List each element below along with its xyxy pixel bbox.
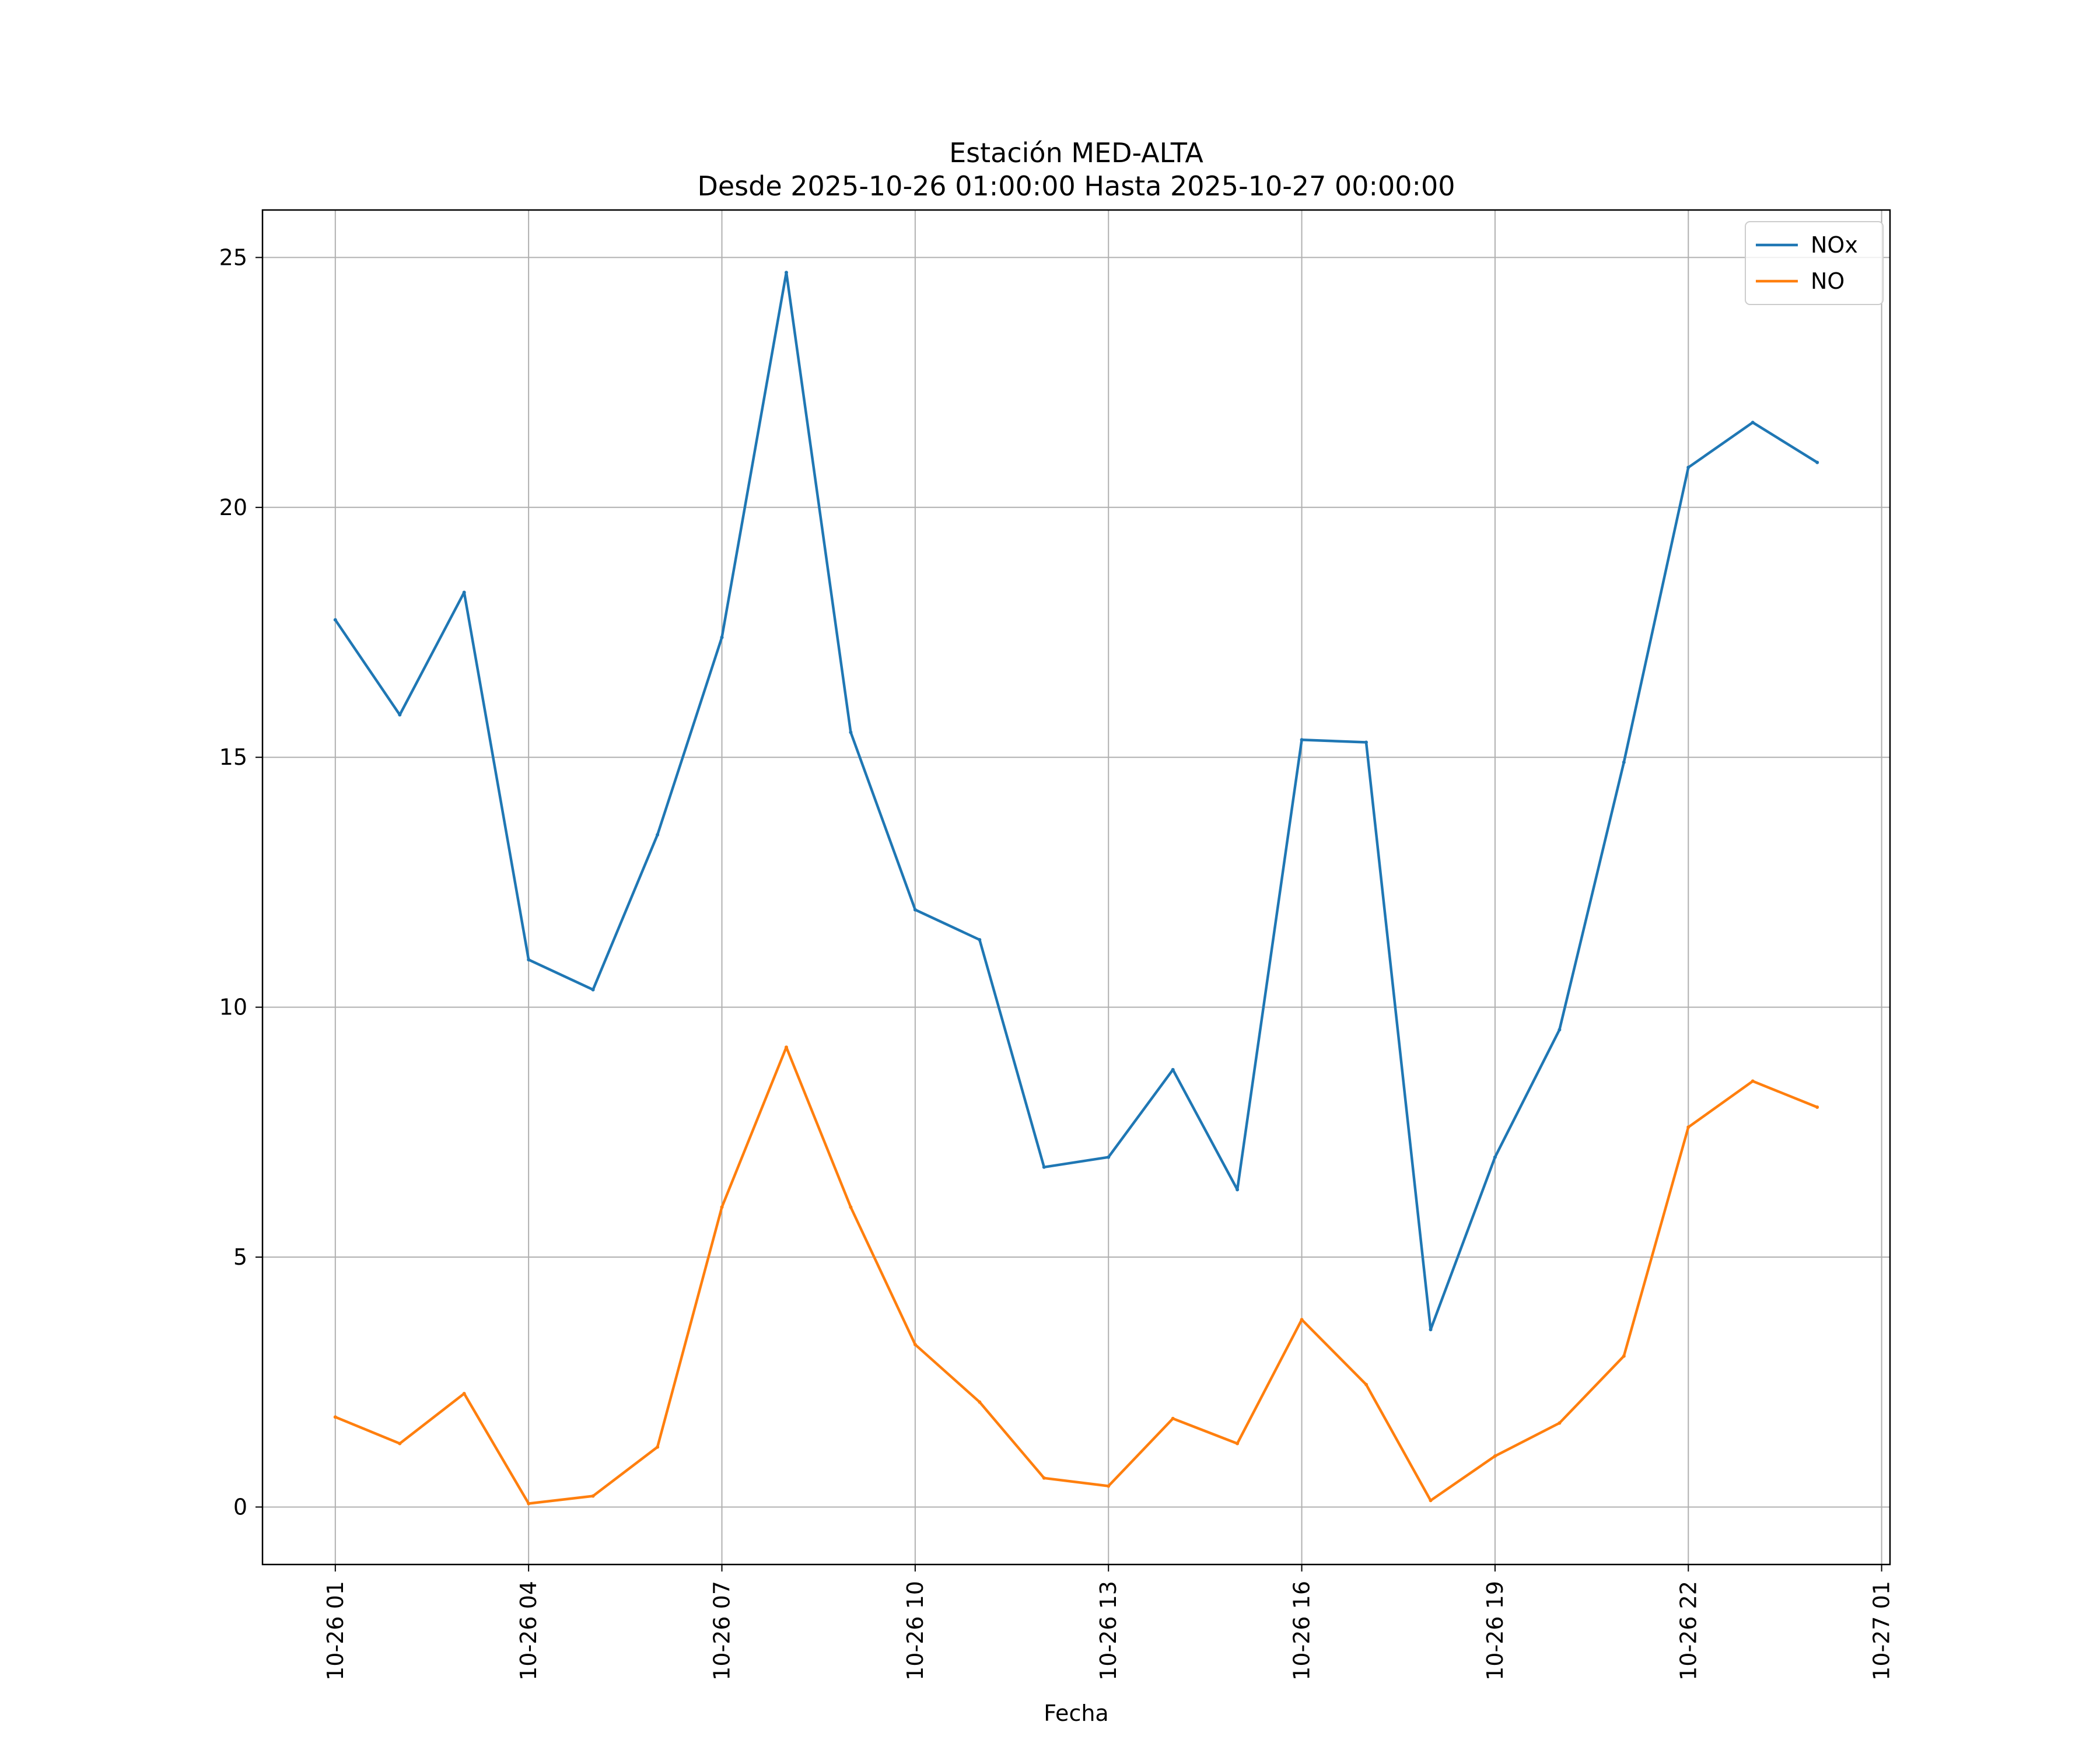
series-line-no [334, 1045, 1819, 1505]
x-tick-label: 10-26 07 [709, 1581, 735, 1681]
data-point-nox [1686, 466, 1690, 470]
y-tick-label: 15 [219, 744, 247, 770]
data-point-nox [1107, 1155, 1111, 1159]
y-tick-label: 25 [219, 244, 247, 270]
data-point-nox [1429, 1328, 1433, 1332]
legend-label-no: NO [1811, 268, 1845, 294]
data-point-no [978, 1400, 982, 1404]
data-point-nox [1042, 1165, 1046, 1169]
x-axis-label: Fecha [1044, 1700, 1108, 1726]
x-tick-label: 10-26 10 [902, 1581, 928, 1681]
data-point-nox [978, 938, 982, 942]
data-point-nox [849, 730, 853, 734]
data-point-nox [1171, 1068, 1175, 1072]
data-point-no [720, 1205, 724, 1209]
data-point-no [785, 1045, 788, 1049]
data-point-no [1171, 1416, 1175, 1420]
chart-title: Estación MED-ALTA [949, 137, 1203, 169]
data-point-nox [462, 590, 466, 594]
data-point-no [1300, 1318, 1304, 1322]
x-tick-label: 10-26 22 [1675, 1581, 1701, 1681]
data-point-no [591, 1494, 595, 1498]
data-point-nox [398, 713, 402, 717]
legend-box [1745, 221, 1884, 305]
axis-ticks: 10-26 01 10-26 04 10-26 07 10-26 10 10-26 13… [219, 244, 1895, 1680]
y-tick-label: 0 [233, 1494, 247, 1520]
data-point-nox [656, 833, 660, 836]
y-tick-label: 10 [219, 995, 247, 1020]
legend: NOx NO [1745, 221, 1884, 305]
x-tick-label: 10-27 01 [1869, 1581, 1895, 1681]
data-point-no [1236, 1441, 1240, 1446]
data-point-no [527, 1502, 531, 1506]
data-point-nox [1622, 760, 1626, 764]
data-point-nox [785, 271, 788, 275]
data-point-no [1493, 1454, 1497, 1458]
data-point-nox [333, 618, 337, 622]
y-tick-label: 20 [219, 495, 247, 520]
data-point-nox [1751, 421, 1755, 425]
data-point-no [1558, 1421, 1562, 1425]
x-tick-label: 10-26 16 [1289, 1581, 1315, 1681]
data-point-no [1429, 1499, 1433, 1503]
x-tick-label: 10-26 19 [1482, 1581, 1508, 1681]
data-point-nox [1558, 1028, 1562, 1032]
data-point-no [398, 1441, 402, 1446]
data-point-no [656, 1445, 660, 1449]
data-point-nox [1815, 460, 1819, 464]
data-point-no [1686, 1125, 1690, 1129]
data-point-no [462, 1392, 466, 1395]
data-point-no [1815, 1105, 1819, 1109]
x-tick-label: 10-26 01 [323, 1581, 348, 1681]
data-point-no [1622, 1354, 1626, 1358]
data-point-nox [1300, 738, 1304, 742]
data-point-no [1042, 1476, 1046, 1480]
data-point-no [1364, 1382, 1368, 1387]
data-point-nox [591, 988, 595, 992]
series-lines [333, 271, 1819, 1506]
chart-subtitle: Desde 2025-10-26 01:00:00 Hasta 2025-10-… [697, 170, 1455, 202]
data-point-nox [527, 958, 531, 962]
x-tick-label: 10-26 13 [1096, 1581, 1121, 1681]
x-tick-label: 10-26 04 [516, 1581, 541, 1681]
plot-frame [261, 209, 1891, 1566]
data-point-nox [720, 635, 724, 639]
grid [262, 210, 1890, 1564]
y-tick-label: 5 [233, 1244, 247, 1270]
data-point-no [849, 1205, 853, 1209]
data-point-no [913, 1343, 917, 1346]
data-point-nox [1493, 1155, 1497, 1159]
data-point-nox [913, 908, 917, 912]
data-point-nox [1364, 740, 1368, 744]
data-point-no [1107, 1484, 1111, 1488]
data-point-no [333, 1415, 337, 1419]
legend-label-nox: NOx [1811, 232, 1858, 258]
data-point-no [1751, 1079, 1755, 1083]
series-line-nox [334, 271, 1819, 1331]
data-point-nox [1236, 1188, 1240, 1192]
